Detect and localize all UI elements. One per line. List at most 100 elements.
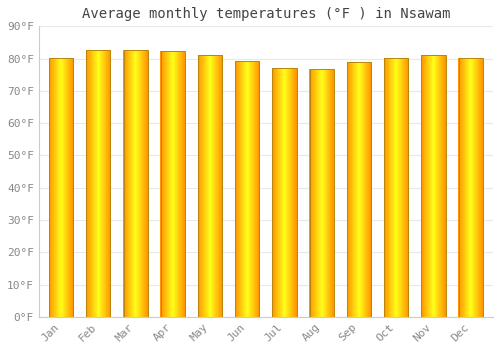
Bar (316, 69, 317, 317)
Bar (125, 50, 126, 317)
Bar (176, 51, 178, 317)
Bar (429, 55, 430, 317)
Bar (212, 55, 214, 317)
Bar (292, 68, 294, 317)
Bar (172, 51, 173, 317)
Bar (282, 68, 284, 317)
Bar (127, 50, 128, 317)
Bar (138, 50, 139, 317)
Bar (422, 55, 423, 317)
Bar (241, 61, 242, 317)
Bar (312, 69, 314, 317)
Bar (293, 68, 294, 317)
Bar (275, 68, 276, 317)
Bar (367, 62, 368, 317)
Bar (396, 58, 397, 317)
Bar (474, 58, 475, 317)
Bar (328, 69, 329, 317)
Bar (68, 58, 69, 317)
Bar (168, 51, 170, 317)
Bar (349, 62, 350, 317)
Bar (184, 51, 185, 317)
Bar (145, 50, 146, 317)
Bar (461, 58, 462, 317)
Bar (408, 58, 409, 317)
Bar (68, 58, 70, 317)
Bar (137, 50, 138, 317)
Bar (142, 50, 143, 317)
Bar (256, 61, 258, 317)
Bar (70, 58, 72, 317)
Bar (361, 62, 362, 317)
Bar (292, 68, 293, 317)
Bar (140, 50, 141, 317)
Bar (466, 58, 467, 317)
Bar (181, 51, 182, 317)
Bar (356, 62, 358, 317)
Bar (434, 55, 435, 317)
Bar (132, 50, 134, 317)
Bar (423, 55, 424, 317)
Bar (444, 55, 446, 317)
Bar (310, 69, 312, 317)
Bar (431, 55, 432, 317)
Bar (138, 50, 140, 317)
Bar (317, 69, 318, 317)
Bar (469, 58, 470, 317)
Bar (386, 58, 387, 317)
Bar (370, 62, 371, 317)
Bar (248, 61, 250, 317)
Bar (478, 58, 479, 317)
Bar (160, 51, 185, 317)
Bar (201, 55, 202, 317)
Bar (108, 49, 109, 317)
Bar (66, 58, 67, 317)
Bar (49, 58, 73, 317)
Bar (236, 61, 237, 317)
Bar (329, 69, 330, 317)
Bar (274, 68, 275, 317)
Bar (425, 55, 426, 317)
Bar (476, 58, 477, 317)
Bar (66, 58, 68, 317)
Bar (51, 58, 52, 317)
Bar (352, 62, 353, 317)
Bar (97, 49, 98, 317)
Bar (405, 58, 406, 317)
Bar (101, 49, 102, 317)
Bar (328, 69, 330, 317)
Bar (110, 49, 111, 317)
Bar (310, 69, 334, 317)
Bar (384, 58, 386, 317)
Bar (235, 61, 260, 317)
Bar (480, 58, 481, 317)
Bar (140, 50, 141, 317)
Bar (348, 62, 350, 317)
Bar (60, 58, 62, 317)
Bar (284, 68, 286, 317)
Bar (246, 61, 247, 317)
Bar (240, 61, 242, 317)
Bar (199, 55, 200, 317)
Bar (206, 55, 207, 317)
Bar (135, 50, 136, 317)
Bar (364, 62, 365, 317)
Bar (174, 51, 175, 317)
Bar (398, 58, 399, 317)
Bar (364, 62, 366, 317)
Bar (246, 61, 248, 317)
Bar (57, 58, 58, 317)
Bar (69, 58, 70, 317)
Bar (238, 61, 240, 317)
Bar (318, 69, 319, 317)
Bar (56, 58, 57, 317)
Bar (472, 58, 474, 317)
Bar (61, 58, 62, 317)
Bar (464, 58, 466, 317)
Bar (433, 55, 434, 317)
Bar (64, 58, 65, 317)
Bar (208, 55, 209, 317)
Bar (354, 62, 355, 317)
Bar (458, 58, 483, 317)
Bar (94, 49, 95, 317)
